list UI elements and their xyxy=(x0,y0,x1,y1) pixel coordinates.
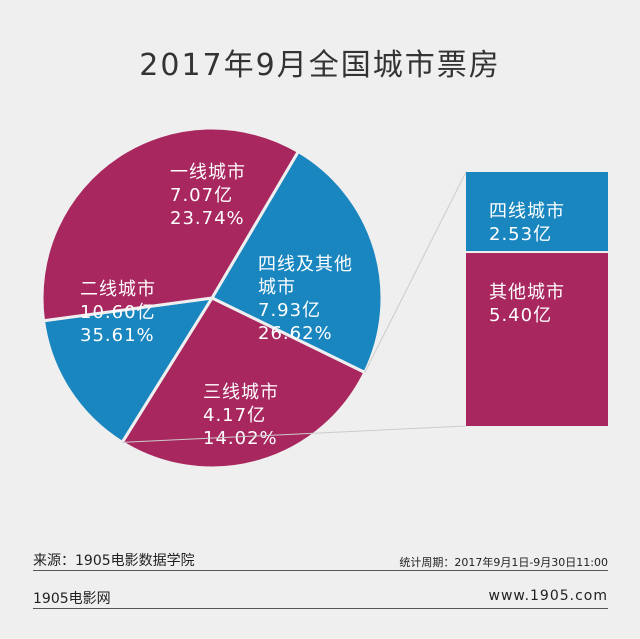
slice-label: 7.93亿 xyxy=(258,300,321,321)
pie-slice xyxy=(42,296,214,444)
breakdown-value: 2.53亿 xyxy=(489,224,552,245)
slice-label: 14.02% xyxy=(203,428,278,449)
slice-label: 35.61% xyxy=(80,325,155,346)
slice-label: 二线城市 xyxy=(80,279,156,300)
slice-label: 三线城市 xyxy=(203,382,279,403)
slice-label: 7.07亿 xyxy=(170,185,233,206)
connector-line-top xyxy=(364,171,467,373)
breakdown-value: 5.40亿 xyxy=(489,305,552,326)
slice-label: 四线及其他 xyxy=(258,254,353,275)
source-text: 来源：1905电影数据学院 xyxy=(33,553,195,569)
slice-label: 城市 xyxy=(258,277,296,298)
chart-title: 2017年9月全国城市票房 xyxy=(139,48,501,83)
website-link[interactable]: www.1905.com xyxy=(488,588,608,604)
period-text: 统计周期：2017年9月1日-9月30日11:00 xyxy=(399,556,608,569)
breakdown-label: 四线城市 xyxy=(489,201,565,222)
brand-text: 1905电影网 xyxy=(33,591,111,607)
slice-label: 10.60亿 xyxy=(80,302,156,323)
slice-label: 4.17亿 xyxy=(203,405,266,426)
footer-divider xyxy=(33,570,608,571)
pie-slice xyxy=(40,126,300,323)
slice-label: 26.62% xyxy=(258,323,333,344)
breakdown-bar xyxy=(466,172,608,252)
connector-line-bottom xyxy=(122,425,467,443)
breakdown-label: 其他城市 xyxy=(489,282,565,303)
pie-slice xyxy=(120,296,367,470)
slice-label: 23.74% xyxy=(170,208,245,229)
breakdown-bar xyxy=(466,253,608,426)
footer-divider-bottom xyxy=(33,608,608,609)
slice-label: 一线城市 xyxy=(170,162,246,183)
